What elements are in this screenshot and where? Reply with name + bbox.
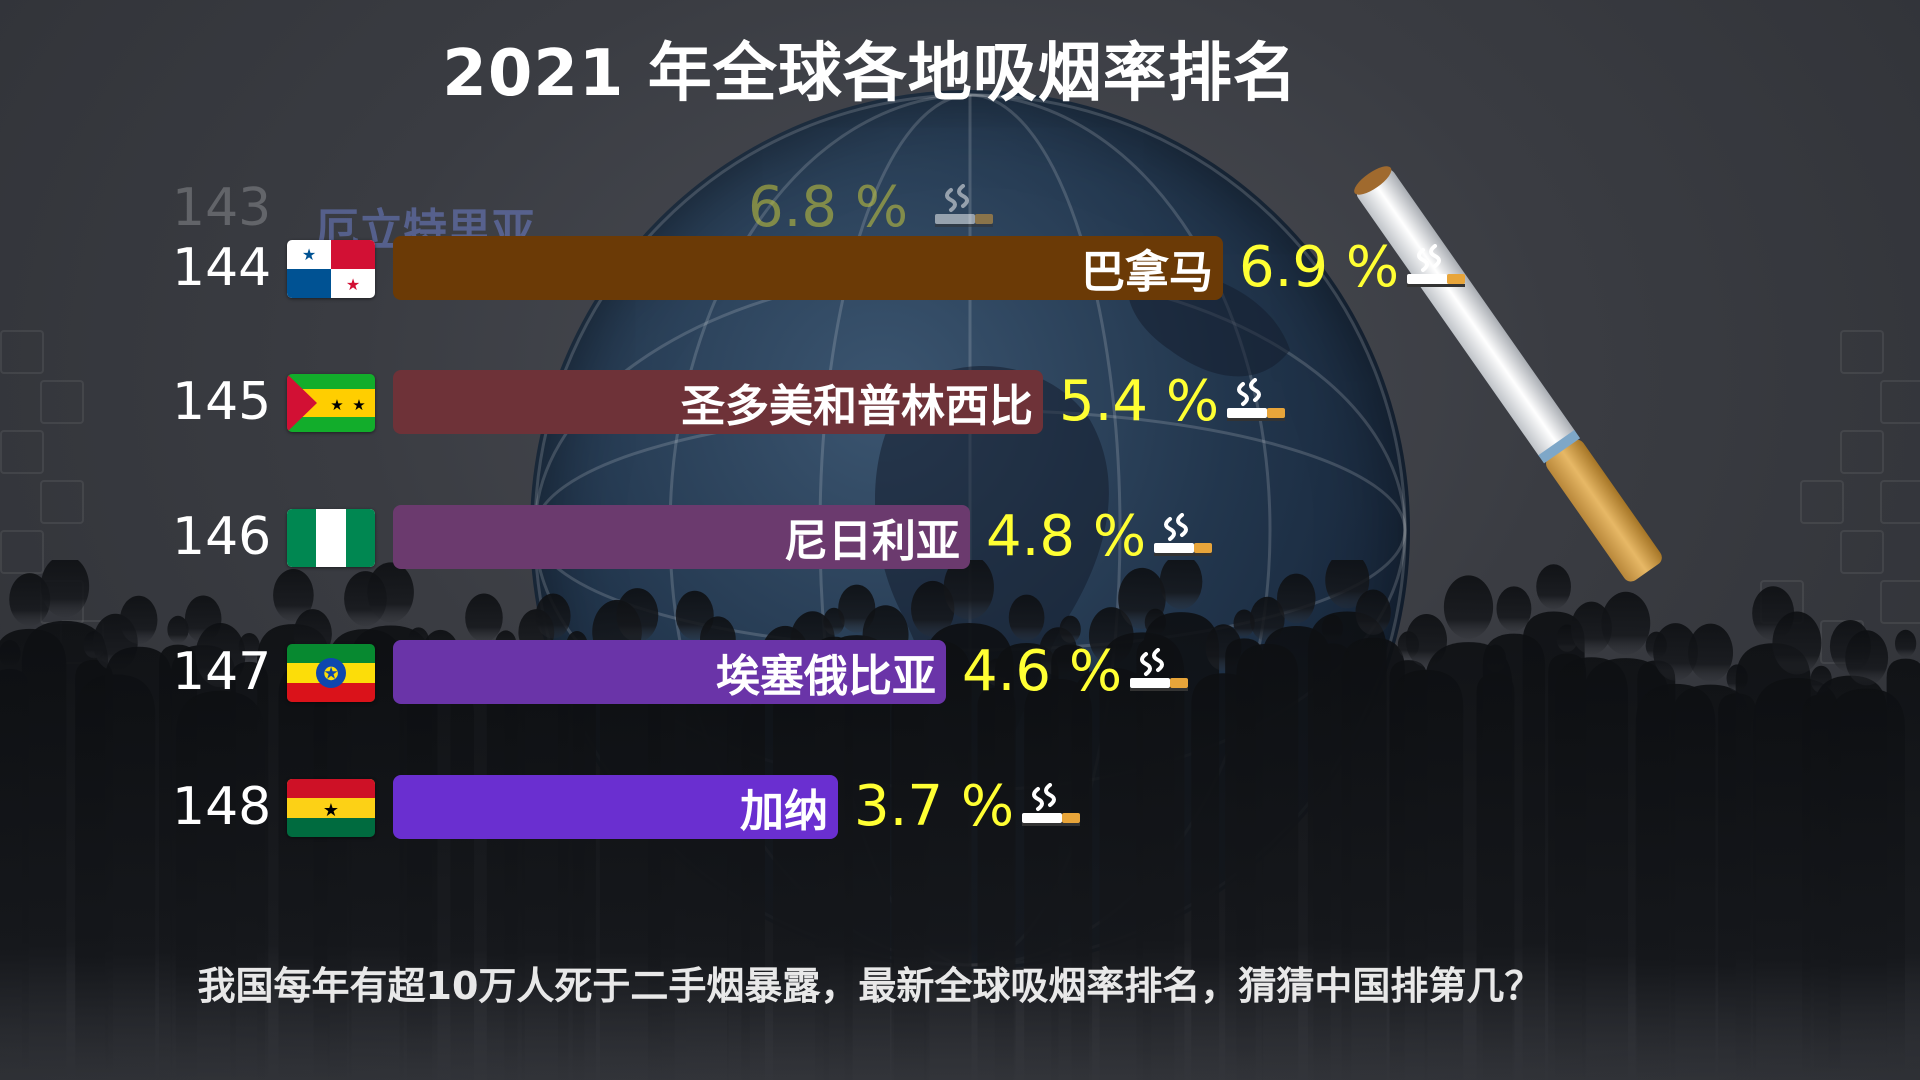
background-square <box>1880 480 1920 524</box>
cigarette-smoke-icon <box>1405 244 1469 294</box>
background-square <box>40 380 84 424</box>
country-label: 加纳 <box>740 786 828 837</box>
background-square <box>0 430 44 474</box>
bar: 巴拿马 <box>393 236 1223 300</box>
ethiopia-flag-icon: ✪ <box>287 644 375 702</box>
svg-text:★: ★ <box>323 800 339 821</box>
svg-text:✪: ✪ <box>323 664 338 685</box>
svg-text:★: ★ <box>302 245 316 264</box>
svg-text:★: ★ <box>346 275 360 294</box>
nigeria-flag-icon <box>287 509 375 567</box>
cigarette-smoke-icon <box>1152 513 1216 563</box>
rank-label: 146 <box>172 507 272 567</box>
ghana-flag-icon: ★ <box>287 779 375 837</box>
country-label: 巴拿马 <box>1081 247 1213 298</box>
background-square <box>40 480 84 524</box>
cigarette-smoke-icon <box>933 184 997 234</box>
value-label: 6.9 % <box>1239 235 1400 300</box>
background-square <box>0 330 44 374</box>
background-square <box>1840 330 1884 374</box>
bar: 加纳 <box>393 775 838 839</box>
crowd-silhouette <box>0 560 1920 1080</box>
background-square <box>1880 580 1920 624</box>
country-label: 尼日利亚 <box>784 516 960 567</box>
sao-tome-flag-icon: ★ ★ <box>287 374 375 432</box>
background-square <box>1880 380 1920 424</box>
country-label: 埃塞俄比亚 <box>716 651 936 702</box>
background-square <box>0 530 44 574</box>
cigarette-smoke-icon <box>1128 648 1192 698</box>
caption-text: 我国每年有超10万人死于二手烟暴露，最新全球吸烟率排名，猜猜中国排第几？ <box>197 964 1543 1008</box>
background-square <box>1800 480 1844 524</box>
background-square <box>1840 430 1884 474</box>
value-label: 6.8 % <box>748 175 909 240</box>
rank-label: 143 <box>172 178 272 238</box>
bar: 埃塞俄比亚 <box>393 640 946 704</box>
bar: 圣多美和普林西比 <box>393 370 1043 434</box>
rank-label: 147 <box>172 642 272 702</box>
country-label: 圣多美和普林西比 <box>681 381 1033 432</box>
rank-label: 145 <box>172 372 272 432</box>
cigarette-smoke-icon <box>1020 783 1084 833</box>
panama-flag-icon: ★ ★ <box>287 240 375 298</box>
value-label: 5.4 % <box>1059 369 1220 434</box>
value-label: 4.6 % <box>962 639 1123 704</box>
bar: 尼日利亚 <box>393 505 970 569</box>
rank-label: 148 <box>172 777 272 837</box>
value-label: 4.8 % <box>986 504 1147 569</box>
rank-label: 144 <box>172 238 272 298</box>
svg-text:★: ★ <box>352 396 365 414</box>
value-label: 3.7 % <box>854 774 1015 839</box>
cigarette-illustration <box>1354 166 1662 582</box>
chart-title: 2021 年全球各地吸烟率排名 <box>442 37 1298 111</box>
cigarette-smoke-icon <box>1225 378 1289 428</box>
svg-text:★: ★ <box>330 396 343 414</box>
background-square <box>1840 530 1884 574</box>
